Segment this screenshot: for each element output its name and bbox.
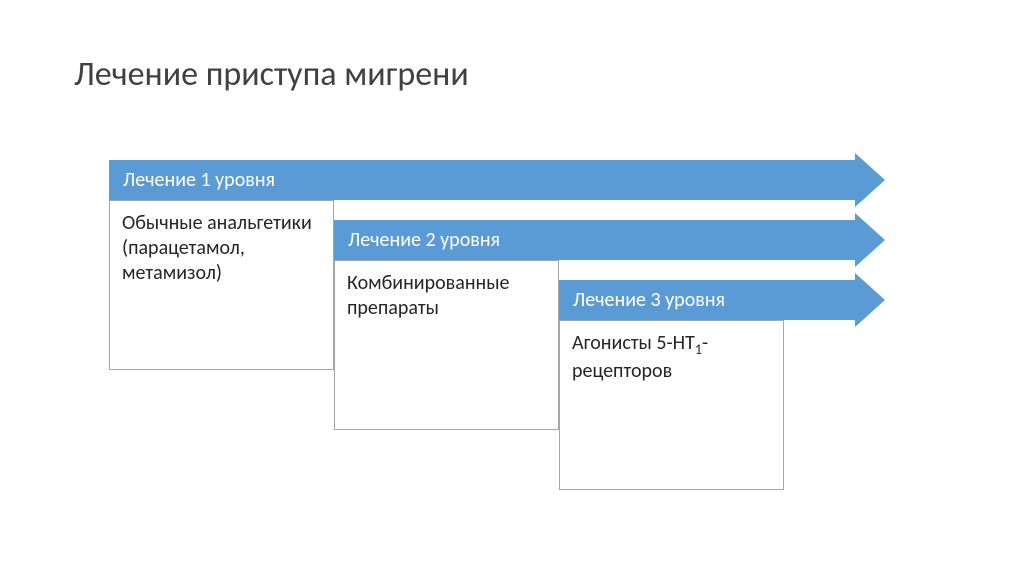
level-1-content-box: Обычные анальгетики (парацетамол, метами… <box>109 200 334 370</box>
level-2-content-text: Комбинированные препараты <box>347 271 546 321</box>
level-3-content-box: Агонисты 5-НТ1-рецепторов <box>559 320 784 490</box>
level-2-header-label: Лечение 2 уровня <box>334 220 855 260</box>
level-3-content-text: Агонисты 5-НТ1-рецепторов <box>572 331 771 384</box>
level-2-header-arrow: Лечение 2 уровня <box>334 220 885 260</box>
page-title: Лечение приступа мигрени <box>74 54 469 95</box>
chevron-right-icon <box>855 153 885 207</box>
level-3-header-label: Лечение 3 уровня <box>559 280 855 320</box>
slide: { "slide": { "width": 1024, "height": 57… <box>0 0 1024 574</box>
level-1-content-text: Обычные анальгетики (парацетамол, метами… <box>122 211 321 286</box>
level-2-content-box: Комбинированные препараты <box>334 260 559 430</box>
level-1-header-arrow: Лечение 1 уровня <box>109 160 885 200</box>
level-3-header-arrow: Лечение 3 уровня <box>559 280 885 320</box>
level-1-header-label: Лечение 1 уровня <box>109 160 855 200</box>
chevron-right-icon <box>855 213 885 267</box>
chevron-right-icon <box>855 273 885 327</box>
